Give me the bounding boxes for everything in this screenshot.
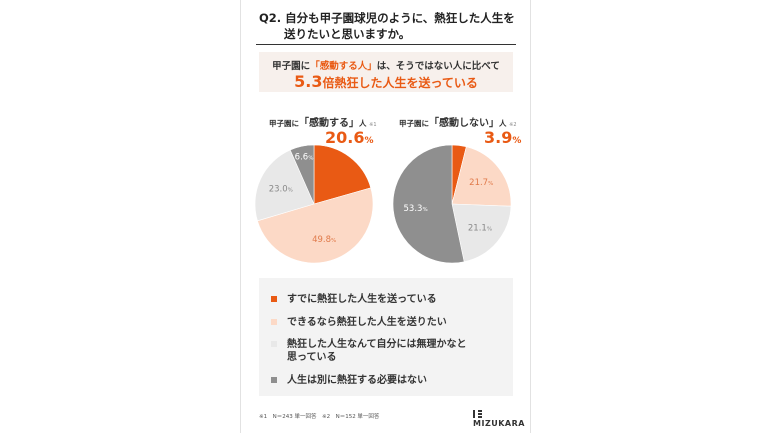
legend-item-want: できるなら熱狂した人生を送りたい [271, 316, 501, 329]
pie-1-label-2: 49.8% [312, 235, 336, 245]
summary-banner: 甲子園に「感動する人」は、そうではない人に比べて 5.3倍熱狂した人生を送ってい… [259, 52, 513, 92]
question-line-1: Q2. 自分も甲子園球児のように、熱狂した人生を [259, 11, 515, 25]
pie-2-label-4: 53.3% [404, 204, 428, 214]
question-title: Q2. 自分も甲子園球児のように、熱狂した人生を 送りたいと思いますか。 [259, 10, 517, 42]
legend-label-already: すでに熱狂した人生を送っている [287, 294, 437, 305]
legend-item-already: すでに熱狂した人生を送っている [271, 293, 501, 306]
pie-2-highlight-pct: % [512, 136, 522, 146]
pie-2-highlight-number: 3.9 [484, 128, 513, 147]
logo-icon [473, 410, 482, 418]
question-divider [256, 44, 516, 45]
pie-2-title-prefix: 甲子園に [399, 119, 429, 128]
pie-1-highlight-value: 20.6% [325, 128, 374, 147]
pie-1-title: 甲子園に「感動する」人 ※1 [269, 114, 377, 129]
pie-2-title-main: 「感動しない」 [429, 118, 499, 129]
banner-line-1: 甲子園に「感動する人」は、そうではない人に比べて [259, 58, 513, 72]
banner-text: 倍熱狂した人生を送っている [322, 76, 478, 90]
pie-1-highlight-number: 20.6 [325, 128, 365, 147]
legend-item-unnecessary: 人生は別に熱狂する必要はない [271, 374, 501, 387]
question-line-2: 送りたいと思いますか。 [284, 27, 411, 41]
brand-logo: MIZUKARA [473, 410, 530, 428]
logo-text: MIZUKARA [473, 419, 525, 428]
banner-line-2: 5.3倍熱狂した人生を送っている [259, 72, 513, 91]
pie-charts: 49.8% 23.0% 6.6% 21.7% 21.1% 53.3% [254, 144, 512, 264]
legend-label-unnecessary: 人生は別に熱狂する必要はない [287, 375, 427, 386]
footnote: ※1 N＝243 単一回答 ※2 N＝152 単一回答 [259, 414, 380, 420]
banner-highlight: 「感動する人」 [310, 61, 377, 72]
banner-prefix: 甲子園に [272, 61, 311, 72]
pie-2-title: 甲子園に「感動しない」人 ※2 [399, 114, 517, 129]
legend-swatch-want [271, 319, 277, 325]
pie-1-title-main: 「感動する」 [299, 118, 359, 129]
legend-label-impossible-2: 思っている [287, 352, 337, 363]
pie-1-label-3: 23.0% [269, 185, 293, 195]
pie-2-highlight-value: 3.9% [484, 128, 521, 147]
pie-1-slice-1 [313, 144, 372, 205]
pie-1-slice-4 [289, 144, 315, 205]
pie-2-slice-3 [451, 203, 512, 263]
pie-2-slice-2 [451, 146, 512, 207]
pie-2-title-note: ※2 [509, 122, 517, 128]
pie-2-label-2: 21.7% [469, 178, 493, 188]
legend-swatch-impossible [271, 341, 277, 347]
legend-swatch-already [271, 296, 277, 302]
pie-1-title-suffix: 人 [359, 119, 367, 128]
pie-1-title-note: ※1 [369, 122, 377, 128]
pie-2-slice-4 [392, 144, 465, 264]
legend-label-impossible-1: 熱狂した人生なんて自分には無理かなと [287, 339, 467, 350]
pie-1-title-prefix: 甲子園に [269, 119, 299, 128]
pie-2-title-suffix: 人 [499, 119, 507, 128]
banner-suffix: は、そうではない人に比べて [376, 61, 500, 72]
legend-swatch-unnecessary [271, 377, 277, 383]
pie-1-highlight-pct: % [364, 136, 374, 146]
legend: すでに熱狂した人生を送っている できるなら熱狂した人生を送りたい 熱狂した人生な… [259, 278, 513, 396]
legend-label-want: できるなら熱狂した人生を送りたい [287, 317, 447, 328]
pie-1-label-4: 6.6% [295, 153, 314, 163]
banner-number: 5.3 [294, 72, 323, 91]
pie-1-slice-2 [257, 187, 374, 264]
pie-2-label-3: 21.1% [468, 224, 492, 234]
legend-item-impossible: 熱狂した人生なんて自分には無理かなと 思っている [271, 338, 501, 364]
pie-1-slice-3 [254, 149, 315, 222]
survey-card: Q2. 自分も甲子園球児のように、熱狂した人生を 送りたいと思いますか。 甲子園… [240, 0, 531, 433]
